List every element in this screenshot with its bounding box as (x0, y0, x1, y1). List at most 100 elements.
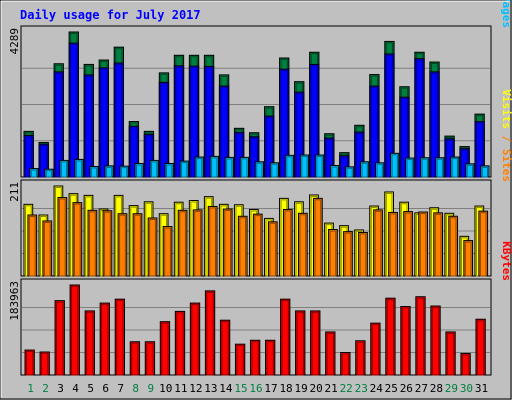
bar-sites-day-16-bevel (254, 215, 262, 277)
bar-kbytes-day-2 (39, 351, 50, 376)
bar-sites-day-8-bevel (134, 214, 141, 277)
bar-files-day-2-bevel (40, 145, 48, 178)
bar-pages-day-5-bevel (90, 167, 98, 178)
bar-files-day-10 (158, 81, 170, 178)
bar-files-day-27-bevel (415, 59, 424, 178)
bar-pages-day-8 (134, 162, 144, 178)
bar-sites-day-10-bevel (164, 227, 171, 277)
bar-sites-day-5-bevel (89, 211, 96, 277)
bar-kbytes-day-13 (204, 290, 216, 376)
bar-pages-day-15 (239, 156, 249, 178)
panel-hits-files-pages-legend: Hits / Files / Pages (500, 0, 512, 28)
bar-kbytes-day-6-bevel (101, 304, 109, 376)
x-tick-label-18: 18 (279, 382, 292, 395)
bar-sites-day-22-bevel (344, 232, 352, 277)
bar-kbytes-day-9 (144, 341, 156, 376)
bar-files-day-14 (218, 85, 230, 178)
bar-files-day-10-bevel (160, 83, 168, 178)
bar-pages-day-19-bevel (301, 156, 308, 178)
bar-files-day-18-bevel (280, 70, 288, 178)
bar-files-day-3-bevel (55, 72, 63, 178)
bar-files-day-11 (173, 65, 185, 178)
bar-kbytes-day-11 (174, 310, 186, 376)
x-tick-label-2: 2 (42, 382, 49, 395)
bar-pages-day-13 (209, 155, 219, 178)
x-tick-label-31: 31 (475, 382, 488, 395)
bar-sites-day-20 (313, 197, 323, 277)
bar-pages-day-26 (405, 157, 415, 178)
bar-kbytes-day-27 (415, 296, 426, 376)
bar-pages-day-2-bevel (45, 170, 53, 178)
bar-kbytes-day-12-bevel (191, 304, 199, 376)
bar-files-day-13-bevel (205, 67, 213, 178)
bar-sites-day-27 (418, 211, 428, 277)
bar-kbytes-day-8-bevel (131, 342, 139, 376)
bar-pages-day-29-bevel (451, 158, 458, 178)
bar-kbytes-day-5 (84, 310, 95, 376)
bar-pages-day-29 (450, 156, 460, 178)
x-tick-label-25: 25 (385, 382, 398, 395)
bar-kbytes-day-18-bevel (281, 300, 289, 376)
bar-kbytes-day-4-bevel (71, 286, 79, 376)
bar-pages-day-1 (29, 168, 39, 178)
bar-files-day-24 (369, 85, 380, 178)
bar-sites-day-6 (102, 210, 113, 277)
bar-sites-day-11 (177, 209, 188, 277)
bar-sites-day-28-bevel (434, 213, 442, 277)
legend-pages-label: Pages (500, 0, 512, 28)
bar-pages-day-14 (224, 156, 234, 178)
bar-sites-day-9-bevel (149, 218, 156, 277)
bar-kbytes-day-20-bevel (311, 311, 319, 376)
bar-pages-day-18-bevel (286, 156, 293, 178)
bar-kbytes-day-22-bevel (341, 353, 349, 376)
bar-files-day-26 (399, 96, 410, 178)
bar-sites-day-13-bevel (209, 207, 217, 277)
bar-files-day-18 (279, 68, 290, 178)
bar-pages-day-19 (299, 154, 310, 178)
bar-kbytes-day-21-bevel (326, 332, 334, 376)
bar-kbytes-day-26-bevel (401, 307, 410, 376)
bar-pages-day-7-bevel (120, 167, 128, 178)
bar-pages-day-31 (480, 165, 490, 178)
bar-kbytes-day-30 (460, 352, 471, 376)
bar-pages-day-21 (329, 165, 340, 178)
bar-sites-day-24 (373, 209, 383, 277)
bar-files-day-19 (294, 91, 305, 178)
bar-sites-day-12 (192, 209, 203, 277)
x-axis-labels: 1 2 3 4 5 6 7 8 9 10 11 12 13 14 15 16 17 18 19 20 21 22 23 24 2… (27, 382, 488, 395)
bar-kbytes-day-11-bevel (176, 312, 184, 376)
bar-files-day-25-bevel (385, 54, 394, 178)
bar-sites-day-24-bevel (374, 210, 382, 277)
bar-kbytes-day-23 (355, 340, 366, 376)
bar-files-day-15 (233, 131, 245, 178)
bar-kbytes-day-23-bevel (356, 341, 365, 376)
bar-sites-day-17-bevel (269, 222, 277, 277)
bar-pages-day-12-bevel (196, 158, 203, 178)
bar-pages-day-23 (359, 161, 370, 178)
bar-sites-day-26 (403, 211, 413, 277)
bar-sites-day-4-bevel (74, 203, 81, 277)
bar-kbytes-day-14-bevel (221, 321, 229, 376)
bar-sites-day-15 (237, 215, 248, 277)
bar-pages-day-1-bevel (30, 169, 38, 178)
bar-files-day-7 (113, 62, 125, 178)
bar-sites-day-31-bevel (479, 212, 487, 277)
bar-pages-day-16 (254, 161, 265, 178)
bar-pages-day-28-bevel (436, 158, 443, 178)
bar-pages-day-28 (435, 157, 445, 178)
bar-sites-day-28 (433, 212, 443, 277)
bar-files-day-7-bevel (115, 64, 123, 178)
bar-pages-day-17 (269, 162, 280, 178)
bar-kbytes-day-1-bevel (26, 351, 34, 376)
bar-pages-day-27-bevel (421, 158, 428, 178)
bar-kbytes-day-31-bevel (476, 320, 485, 376)
bar-pages-day-21-bevel (331, 166, 338, 178)
bar-kbytes-day-19-bevel (296, 311, 304, 376)
bar-pages-day-7 (119, 165, 129, 178)
bar-pages-day-11-bevel (181, 162, 188, 178)
bar-kbytes-day-21 (325, 331, 336, 376)
panel-kbytes: 183963 KBytes (8, 241, 512, 376)
bar-pages-day-6-bevel (105, 166, 113, 178)
bar-sites-day-25 (388, 211, 398, 277)
x-tick-label-26: 26 (400, 382, 413, 395)
